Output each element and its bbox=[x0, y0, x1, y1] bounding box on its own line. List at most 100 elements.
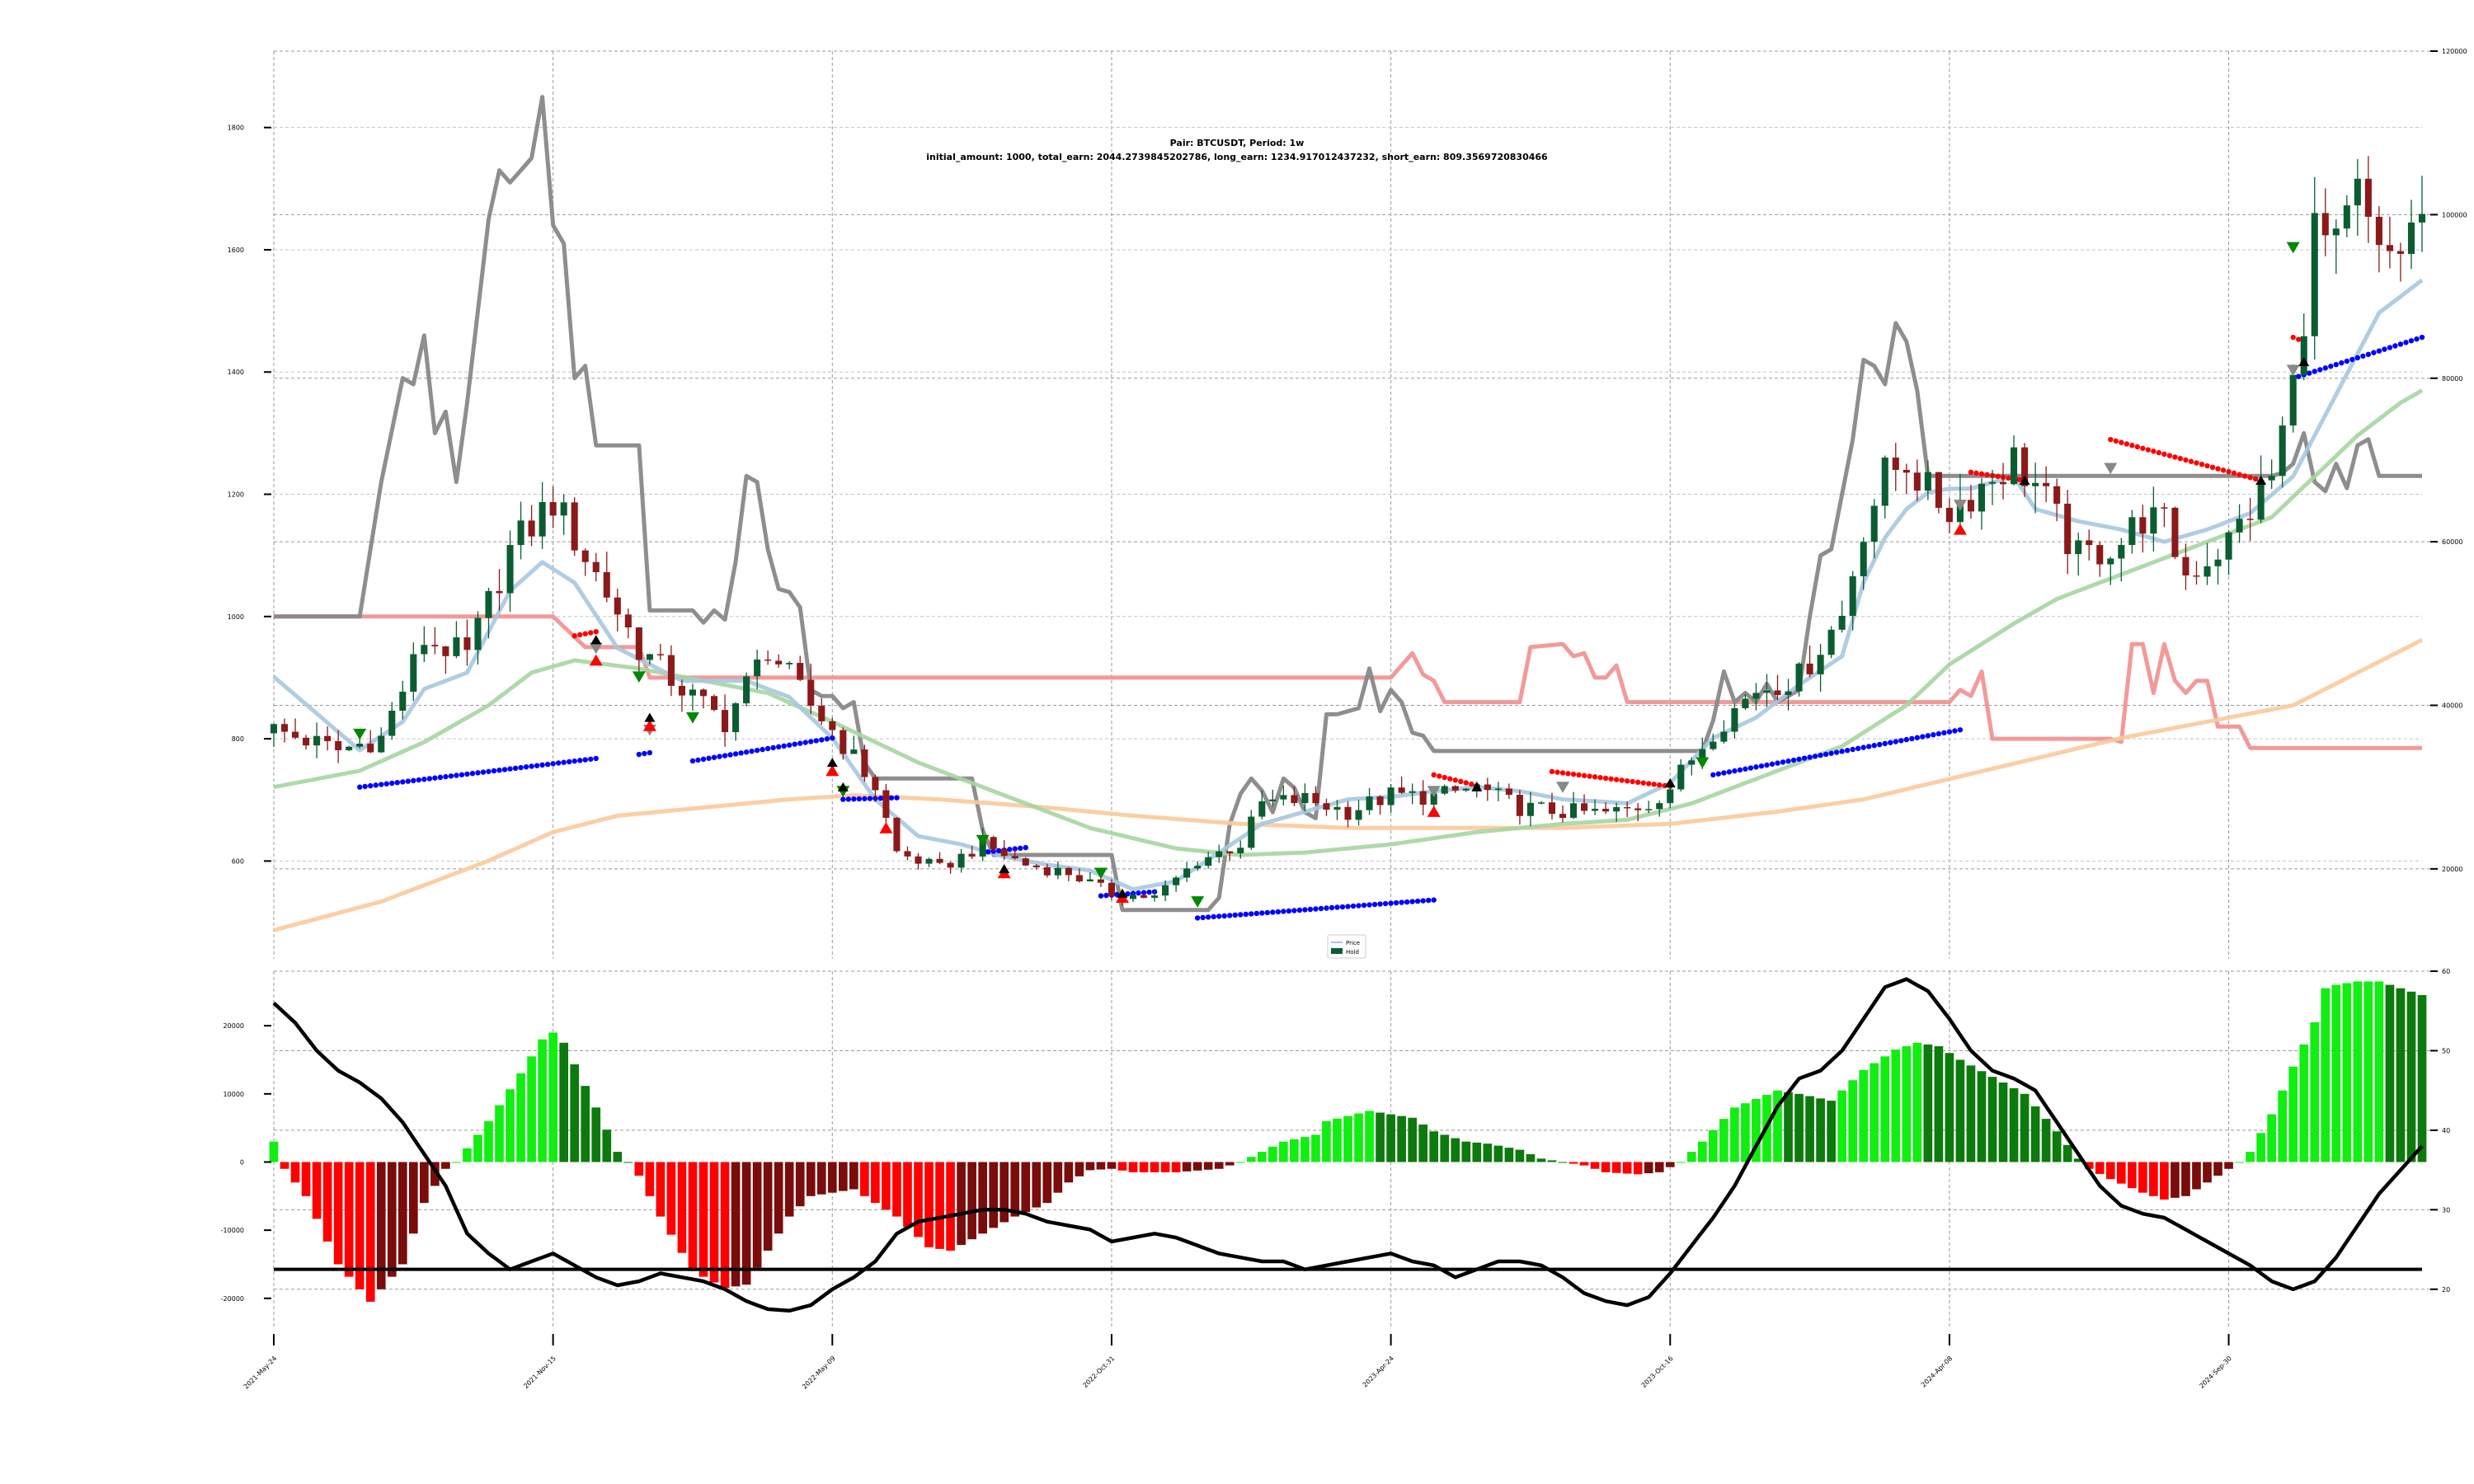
oscillator-bar bbox=[2310, 1022, 2320, 1162]
long-stop-dot bbox=[764, 745, 771, 752]
short-stop-dot bbox=[1469, 781, 1475, 787]
long-stop-dot bbox=[792, 741, 797, 747]
long-stop-dot bbox=[808, 739, 814, 744]
oscillator-bar bbox=[816, 1162, 826, 1195]
candle-body bbox=[732, 703, 740, 733]
long-stop-dot bbox=[1339, 904, 1346, 910]
candle-body bbox=[1108, 882, 1115, 896]
candle-body bbox=[1774, 690, 1781, 695]
candle-body bbox=[1656, 803, 1663, 810]
short-stop-dot bbox=[2252, 476, 2259, 482]
candle-body bbox=[1291, 795, 1298, 804]
candle-body bbox=[1634, 808, 1642, 810]
price-tick-label: 100000 bbox=[2442, 211, 2467, 218]
long-stop-dot bbox=[416, 777, 422, 783]
candle-body bbox=[431, 645, 439, 647]
candle-body bbox=[1516, 795, 1523, 816]
candle-body bbox=[1216, 851, 1223, 857]
candle-body bbox=[1881, 457, 1888, 506]
price-tick-label: 40000 bbox=[2442, 702, 2462, 710]
oscillator-bar bbox=[2331, 984, 2341, 1162]
oscillator-bar bbox=[914, 1162, 923, 1237]
long-stop-dot bbox=[1018, 845, 1023, 852]
oscillator-bar bbox=[1902, 1045, 1912, 1162]
oscillator-bar bbox=[849, 1162, 858, 1190]
long-stop-dot bbox=[1334, 904, 1340, 910]
long-stop-dot bbox=[1281, 909, 1286, 914]
short-stop-dot bbox=[1978, 471, 1985, 477]
candle-body bbox=[1151, 895, 1159, 898]
oscillator-tick-label: 20000 bbox=[223, 1022, 244, 1030]
oscillator-bar bbox=[2278, 1090, 2288, 1162]
oscillator-bar bbox=[1290, 1139, 1299, 1162]
long-stop-dot bbox=[1871, 743, 1877, 749]
oscillator-bar bbox=[2149, 1162, 2158, 1196]
stop-level-dots bbox=[357, 334, 2425, 921]
long-entry-marker bbox=[1094, 867, 1108, 880]
short-entry-marker bbox=[1427, 805, 1441, 817]
oscillator-bar bbox=[871, 1162, 880, 1204]
oscillator-bar bbox=[763, 1162, 773, 1251]
long-stop-dot bbox=[781, 743, 787, 749]
long-stop-dot bbox=[1747, 765, 1754, 771]
oscillator-bar bbox=[484, 1120, 493, 1162]
oscillator-bar bbox=[1343, 1115, 1352, 1162]
short-stop-dot bbox=[2247, 475, 2253, 481]
candle-body bbox=[936, 858, 943, 863]
candle-body bbox=[1699, 749, 1706, 761]
rsi-tick-label: 30 bbox=[2442, 1206, 2450, 1214]
oscillator-bar bbox=[2030, 1106, 2040, 1162]
long-stop-dot bbox=[2382, 346, 2387, 352]
candle-body bbox=[1677, 764, 1685, 790]
long-stop-dot bbox=[2317, 367, 2323, 373]
candle-body bbox=[2107, 558, 2114, 565]
short-stop-dot bbox=[1973, 470, 1979, 477]
price-axis: 20000 40000 60000 80000 100000 120000 bbox=[2430, 48, 2467, 873]
short-stop-dot bbox=[2204, 463, 2210, 469]
trade-markers bbox=[353, 242, 2310, 908]
oscillator-bar bbox=[1010, 1162, 1020, 1217]
candle-body bbox=[1173, 877, 1180, 885]
oscillator-bar bbox=[1279, 1141, 1288, 1162]
exit-marker bbox=[826, 758, 838, 768]
oscillator-panel: -20000 -10000 0 10000 20000 20 30 40 50 60 bbox=[221, 968, 2450, 1329]
long-stop-dot bbox=[1914, 735, 1921, 740]
oscillator-bar bbox=[1268, 1146, 1277, 1162]
candle-body bbox=[324, 735, 332, 741]
oscillator-bar bbox=[688, 1162, 698, 1271]
candle-body bbox=[1795, 663, 1803, 692]
candle-body bbox=[1827, 629, 1835, 655]
short-stop-dot bbox=[1576, 772, 1582, 778]
hold-equity-series bbox=[274, 614, 2422, 750]
candle-body bbox=[2161, 507, 2168, 509]
oscillator-bar bbox=[397, 1162, 407, 1265]
long-stop-dot bbox=[1007, 847, 1013, 852]
candle-body bbox=[2418, 214, 2426, 223]
short-entry-marker bbox=[825, 764, 840, 777]
oscillator-bar bbox=[1966, 1065, 1976, 1162]
oscillator-bar bbox=[2127, 1162, 2137, 1189]
candle-body bbox=[1323, 803, 1330, 810]
long-stop-dot bbox=[394, 779, 400, 786]
candle-body bbox=[2300, 336, 2307, 375]
candle-body bbox=[764, 659, 772, 661]
oscillator-bar bbox=[1654, 1162, 1664, 1172]
candle-body bbox=[571, 502, 578, 551]
candle-body bbox=[2086, 540, 2093, 546]
candle-body bbox=[2032, 482, 2039, 486]
candle-body bbox=[2236, 519, 2243, 533]
long-stop-dot bbox=[389, 780, 395, 787]
oscillator-bar bbox=[301, 1162, 311, 1196]
long-stop-dot bbox=[529, 763, 534, 769]
oscillator-bar bbox=[924, 1162, 934, 1247]
long-stop-dot bbox=[2376, 348, 2382, 354]
long-stop-dot bbox=[1882, 740, 1888, 747]
candle-body bbox=[2396, 251, 2404, 254]
short-stop-dot bbox=[1657, 782, 1663, 788]
short-entry-marker bbox=[642, 720, 656, 731]
candle-body bbox=[1613, 806, 1620, 812]
candle-body bbox=[829, 721, 836, 730]
oscillator-bar bbox=[1032, 1162, 1042, 1208]
oscillator-bar bbox=[1203, 1162, 1213, 1170]
